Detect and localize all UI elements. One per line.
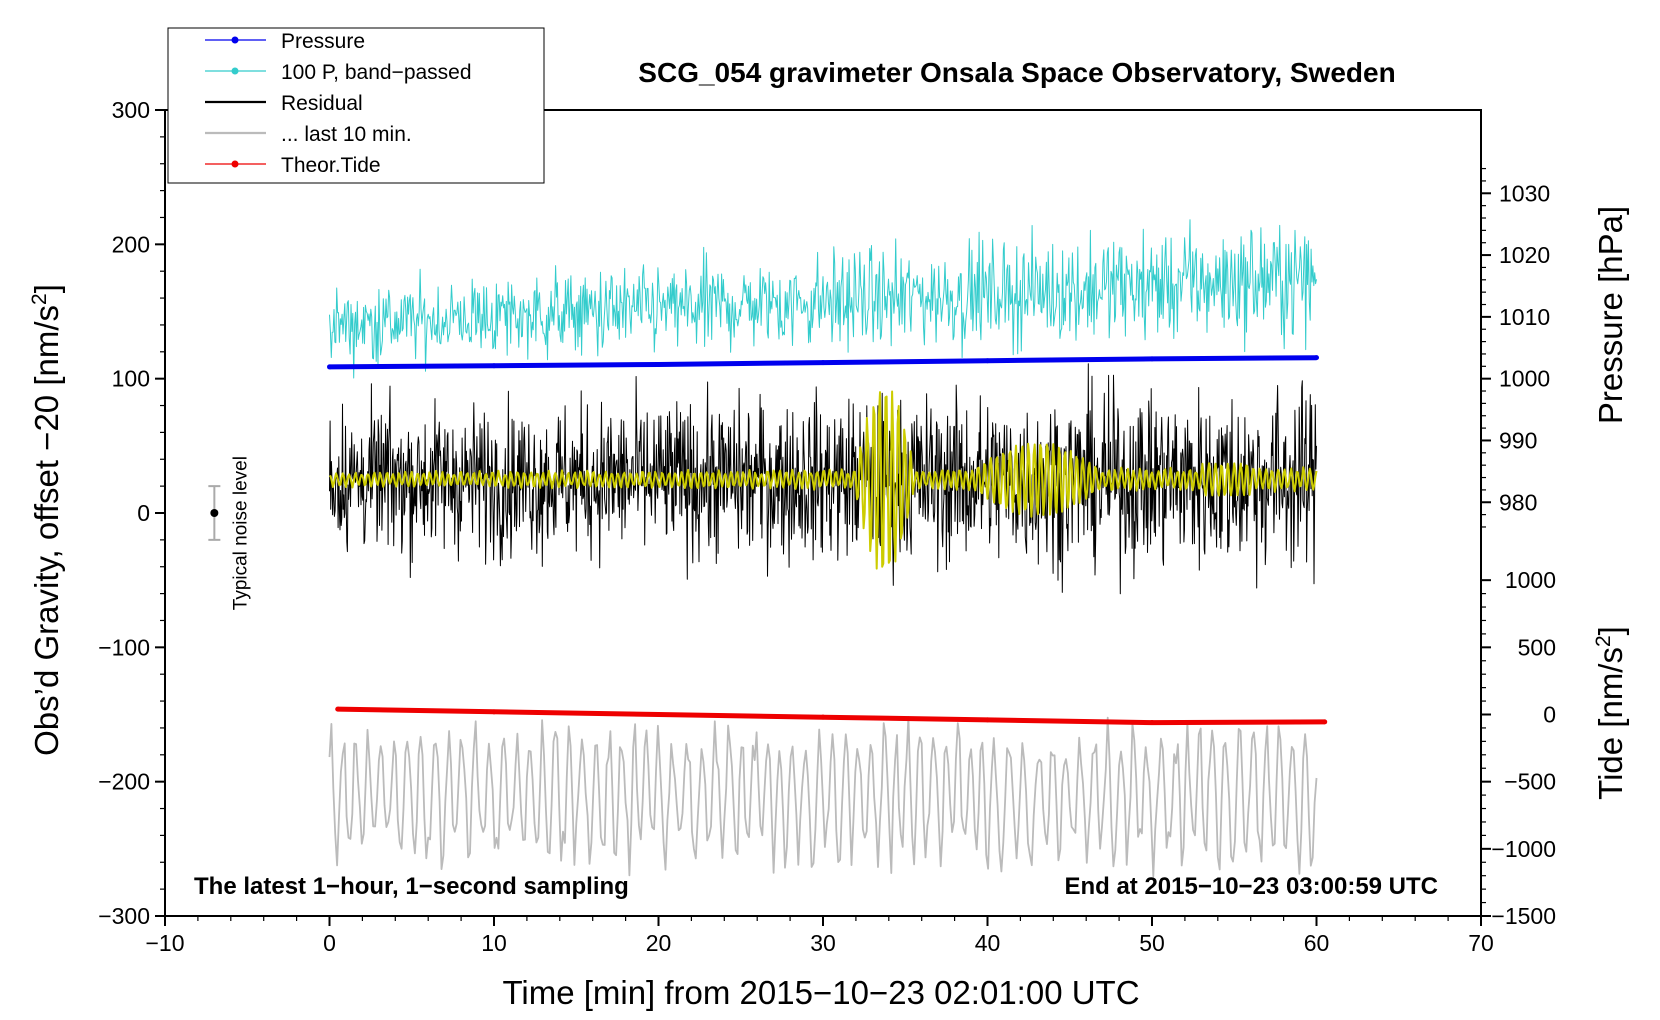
series-last-10-min	[328, 716, 1318, 878]
y-tick-label: −100	[98, 634, 150, 660]
x-axis-label: Time [min] from 2015−10−23 02:01:00 UTC	[502, 974, 1139, 1011]
x-tick-label: 0	[323, 930, 336, 956]
legend-box	[167, 27, 545, 184]
legend-label-last10: ... last 10 min.	[281, 123, 412, 146]
y-tick-label: 100	[112, 366, 150, 392]
y-axis-label-left: Obs’d Gravity, offset −20 [nm/s2]	[28, 284, 65, 756]
tide-point	[335, 706, 341, 712]
pressure-tick-label: 1030	[1499, 180, 1550, 206]
pressure-point	[820, 360, 826, 366]
chart-title: SCG_054 gravimeter Onsala Space Observat…	[638, 57, 1395, 88]
x-tick-label: 70	[1468, 930, 1494, 956]
pressure-point	[327, 364, 332, 370]
annotation-left: The latest 1−hour, 1−second sampling	[194, 873, 629, 900]
tide-tick-label: −1000	[1491, 836, 1556, 862]
legend-label-bandpassed: 100 P, band−passed	[281, 61, 472, 84]
annotation-right: End at 2015−10−23 03:00:59 UTC	[1064, 873, 1438, 900]
tide-point	[491, 709, 497, 715]
x-tick-label: 10	[481, 930, 507, 956]
tide-point	[985, 717, 990, 723]
tide-tick-label: 1000	[1505, 567, 1556, 593]
legend-marker-bandpassed	[231, 67, 239, 75]
series-theoretical-tide	[337, 706, 1325, 726]
x-tick-label: 50	[1139, 930, 1165, 956]
tide-tick-label: −500	[1504, 769, 1556, 795]
y-axis-label-tide: Tide [nm/s2]	[1592, 626, 1629, 800]
tide-point	[1149, 720, 1155, 726]
y-tick-label: 0	[137, 500, 150, 526]
legend-label-tide: Theor.Tide	[281, 154, 381, 177]
legend-label-pressure: Pressure	[281, 30, 365, 53]
legend-marker-pressure	[231, 36, 239, 44]
x-tick-label: 40	[975, 930, 1001, 956]
pressure-point	[491, 363, 497, 369]
pressure-tick-label: 980	[1499, 489, 1537, 515]
pressure-point	[985, 358, 990, 364]
pressure-point	[656, 361, 661, 367]
tide-tick-label: −1500	[1491, 903, 1556, 929]
x-tick-label: 60	[1304, 930, 1330, 956]
tide-point	[820, 714, 826, 720]
y-tick-label: −200	[98, 769, 150, 795]
series-residual-smoothed	[329, 390, 1318, 570]
legend: Pressure 100 P, band−passed Residual ...…	[167, 27, 545, 184]
pressure-point	[1314, 355, 1319, 361]
pressure-tick-label: 990	[1499, 427, 1537, 453]
x-tick-label: −10	[145, 930, 184, 956]
y-axis-label-pressure: Pressure [hPa]	[1592, 206, 1629, 424]
pressure-tick-label: 1010	[1499, 304, 1550, 330]
series-pressure-bandpassed	[329, 219, 1317, 379]
tide-tick-label: 500	[1518, 634, 1556, 660]
x-tick-label: 20	[646, 930, 672, 956]
y-tick-label: 300	[112, 97, 150, 123]
pressure-tick-label: 1000	[1499, 366, 1550, 392]
series-residual	[329, 363, 1317, 595]
x-tick-label: 30	[810, 930, 836, 956]
legend-marker-tide	[231, 160, 239, 168]
tide-point	[1322, 719, 1328, 725]
legend-label-residual: Residual	[281, 92, 363, 115]
pressure-tick-label: 1020	[1499, 242, 1550, 268]
pressure-point	[1149, 356, 1155, 362]
y-tick-label: −300	[98, 903, 150, 929]
tide-point	[656, 712, 661, 717]
tide-tick-label: 0	[1543, 702, 1556, 728]
y-tick-label: 200	[112, 231, 150, 257]
noise-dot	[210, 509, 219, 517]
noise-label: Typical noise level	[230, 456, 251, 610]
